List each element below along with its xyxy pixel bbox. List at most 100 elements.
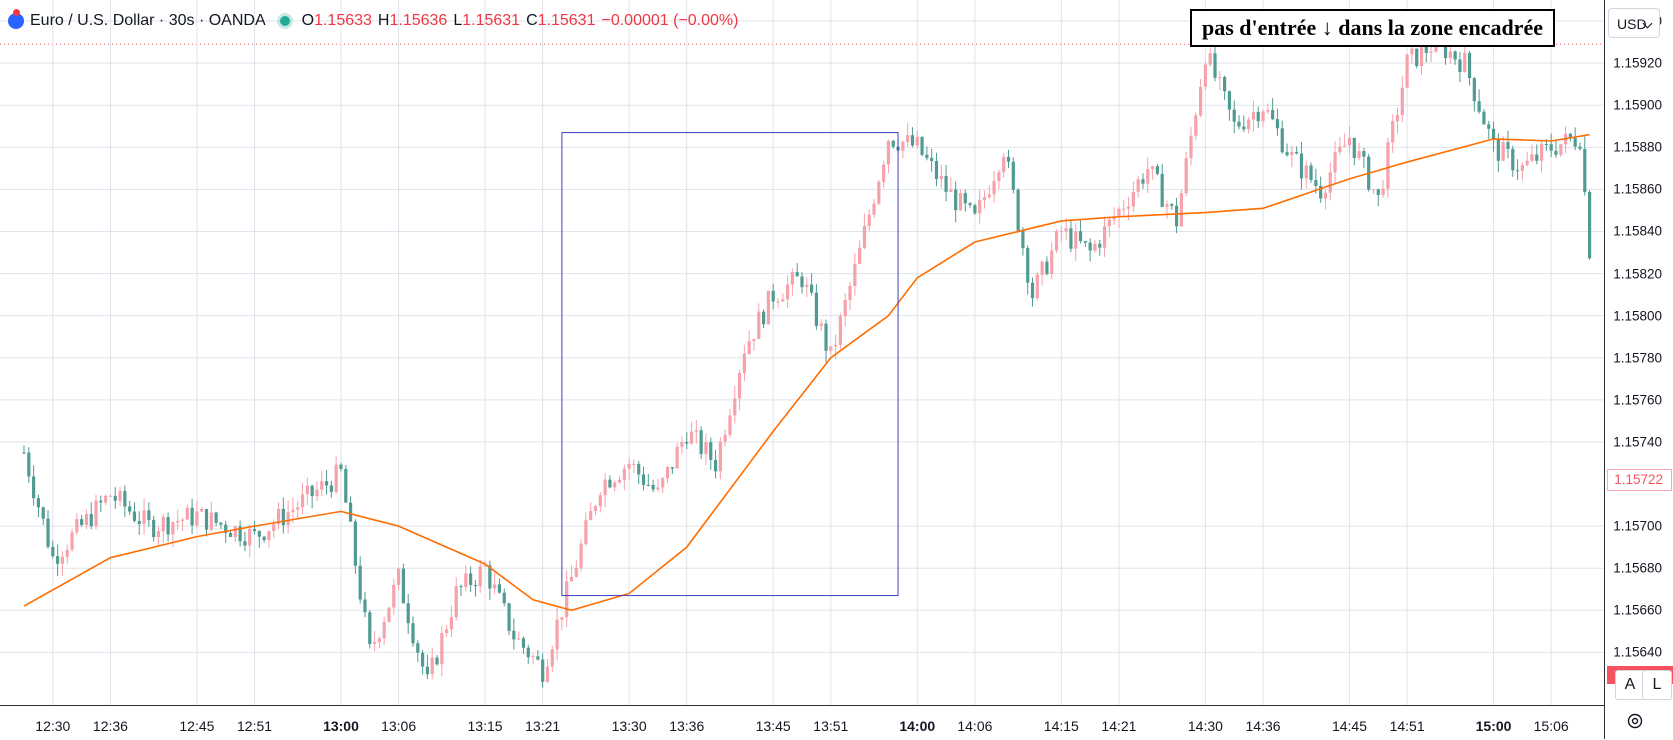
candle <box>555 607 559 661</box>
candle-body <box>517 638 521 640</box>
candle-body <box>1146 169 1150 184</box>
candle <box>1122 199 1126 216</box>
candle-body <box>968 203 972 206</box>
time-tick-label: 14:36 <box>1245 718 1281 734</box>
candle-body <box>387 607 391 622</box>
candle-body <box>377 638 381 643</box>
candle-body <box>123 490 127 507</box>
candle-body <box>1021 230 1025 249</box>
candle <box>781 293 785 302</box>
candle <box>1030 277 1035 307</box>
candle <box>469 566 473 593</box>
symbol-title[interactable]: Euro / U.S. Dollar · 30s · OANDA <box>30 12 266 29</box>
candle <box>906 123 910 147</box>
candle <box>785 275 790 309</box>
candle <box>334 456 338 494</box>
market-status-icon[interactable] <box>279 16 290 26</box>
candle-body <box>1328 172 1332 193</box>
candle <box>930 148 934 173</box>
candle-body <box>1415 48 1419 67</box>
candle <box>1170 202 1174 210</box>
candle <box>1102 216 1107 257</box>
candle <box>324 470 329 495</box>
price-axis[interactable]: 1.159401.159201.159001.158801.158601.158… <box>1604 0 1673 739</box>
price-tick-label: 1.15740 <box>1613 434 1662 450</box>
candle <box>709 437 713 470</box>
auto-scale-button[interactable]: A <box>1615 670 1645 700</box>
candle-body <box>1491 128 1496 140</box>
candlestick-chart[interactable] <box>0 0 1604 705</box>
candle-body <box>1266 110 1270 112</box>
candle <box>901 140 905 159</box>
candle <box>805 277 809 297</box>
candle <box>997 169 1001 189</box>
candle-body <box>180 519 185 521</box>
candle <box>305 477 309 505</box>
candle <box>550 645 554 673</box>
candle <box>1304 160 1308 189</box>
candle <box>296 500 300 519</box>
candle <box>656 478 660 492</box>
candle-body <box>1554 150 1558 155</box>
candle-body <box>704 442 708 455</box>
current-price-label: 1.15722 <box>1607 468 1672 491</box>
candle <box>190 498 194 535</box>
text-annotation[interactable]: pas d'entrée ↓ dans la zone encadrée <box>1190 9 1555 47</box>
time-tick-label: 14:06 <box>957 718 993 734</box>
candle <box>1078 219 1083 244</box>
candle <box>315 481 319 502</box>
candle-body <box>622 468 626 480</box>
currency-button[interactable]: USD <box>1608 8 1660 38</box>
candle <box>651 479 655 493</box>
candle-body <box>1247 119 1251 130</box>
candle <box>377 636 381 649</box>
candle-body <box>1467 52 1472 79</box>
open-label: O <box>301 12 315 29</box>
candle-body <box>1511 148 1515 171</box>
candle-body <box>958 192 963 211</box>
time-axis[interactable]: 12:30 12:36 12:45 12:51 13:00 13:06 13:15 13:21… <box>0 705 1604 740</box>
candle <box>617 475 622 484</box>
candle-body <box>1309 165 1313 180</box>
candle <box>497 578 502 594</box>
candle-body <box>963 192 967 204</box>
chart-pane[interactable]: Euro / U.S. Dollar · 30s · OANDA O 1.156… <box>0 0 1604 705</box>
candle-body <box>699 430 703 455</box>
candle-body <box>987 194 991 198</box>
candle-body <box>694 430 698 432</box>
candle <box>1333 141 1337 184</box>
candle <box>248 524 252 558</box>
candle-body <box>1568 133 1572 139</box>
candle-body <box>521 638 526 648</box>
candle <box>886 139 891 174</box>
candle <box>32 465 36 506</box>
candle <box>670 467 674 475</box>
candle-body <box>574 567 578 577</box>
candle <box>89 502 93 530</box>
candle <box>1050 242 1054 280</box>
candle <box>761 309 766 329</box>
candle <box>574 559 578 578</box>
candle-body <box>80 519 84 525</box>
candle <box>776 298 780 308</box>
candle-body <box>1501 142 1505 161</box>
candle <box>1323 189 1328 210</box>
candle-body <box>545 666 550 682</box>
candle-body <box>219 522 223 525</box>
candle <box>1059 226 1063 242</box>
candle-body <box>324 481 329 486</box>
candle-body <box>685 442 689 444</box>
candle-body <box>1405 54 1409 88</box>
candle-body <box>276 508 281 525</box>
candle-body <box>752 338 756 342</box>
candle <box>445 624 449 638</box>
log-scale-button[interactable]: L <box>1642 670 1672 700</box>
candle-body <box>862 225 867 248</box>
candle <box>142 498 146 535</box>
candle <box>1242 115 1246 133</box>
settings-gear-icon[interactable] <box>1626 712 1644 730</box>
candle <box>1261 109 1265 128</box>
candle <box>699 426 703 459</box>
candle <box>1487 120 1491 139</box>
candle-body <box>281 508 285 526</box>
